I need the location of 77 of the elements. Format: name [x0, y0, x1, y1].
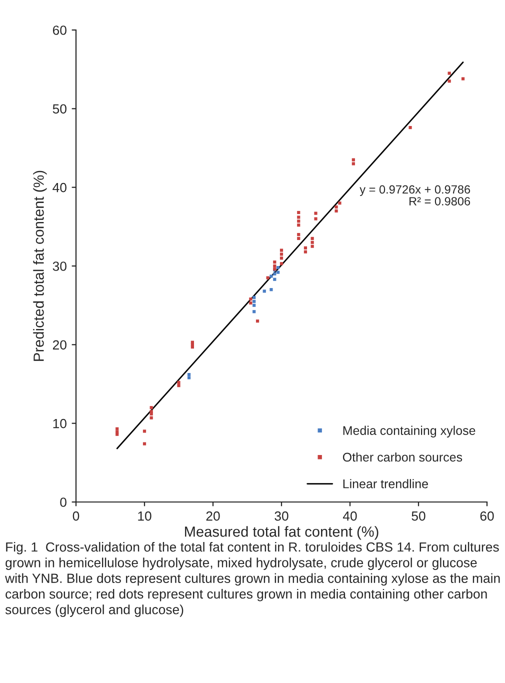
point	[187, 376, 191, 380]
x-tick-label: 40	[342, 511, 357, 521]
point	[273, 278, 276, 281]
point	[273, 264, 276, 268]
point	[252, 296, 256, 300]
legend-label: Other carbon sources	[342, 452, 462, 462]
caption: Fig. 1 Cross-validation of the total fat content in R. toruloides CBS 14. From cultures grown in hemicellulose hydrolysate, mixed hydrolysate, crude glycerol or glucose with YNB. Blue dots represent cultures grown in media containing xylose as the main carbon source; red dots represent cultures grown in media containing other carbon sources (glycerol and glucose)	[5, 542, 500, 617]
point	[338, 202, 342, 205]
point	[352, 158, 355, 162]
point	[262, 290, 266, 293]
point	[448, 72, 451, 75]
point	[150, 406, 153, 410]
x-axis-title: Measured total fat content (%)	[185, 526, 378, 540]
point	[280, 256, 284, 260]
point	[297, 236, 300, 240]
x-tick-label: 50	[412, 511, 426, 521]
point	[334, 205, 338, 209]
point	[150, 412, 153, 416]
point	[142, 430, 146, 433]
y-tick-label: 20	[52, 340, 66, 350]
point	[310, 236, 314, 240]
y-axis-title: Predicted total fat content (%)	[33, 170, 47, 361]
point	[276, 270, 280, 274]
point	[252, 304, 256, 307]
legend-label: Media containing xylose	[343, 426, 476, 438]
x-tick-label: 60	[480, 511, 494, 521]
annotation: R² = 0.9806	[410, 197, 470, 206]
point	[297, 216, 300, 219]
point	[297, 210, 300, 214]
point	[190, 345, 194, 349]
y-tick-label: 40	[52, 182, 66, 192]
point	[266, 276, 270, 280]
point	[334, 209, 338, 212]
point	[310, 244, 314, 248]
point	[448, 80, 451, 83]
annotation: y = 0.9726x + 0.9786	[360, 185, 470, 196]
y-tick-label: 30	[52, 262, 66, 271]
y-tick-label: 50	[52, 104, 66, 114]
point	[177, 380, 180, 384]
point	[270, 288, 273, 292]
point	[177, 384, 180, 388]
point	[314, 217, 318, 220]
point	[461, 77, 465, 80]
point	[142, 442, 146, 446]
legend-label: Linear trendline	[343, 479, 428, 488]
point	[252, 310, 256, 314]
y-tick-label: 60	[52, 26, 66, 35]
point	[249, 297, 252, 301]
point	[252, 300, 256, 303]
point	[256, 320, 260, 323]
point	[273, 272, 276, 276]
x-tick-label: 30	[274, 511, 288, 521]
y-tick-label: 10	[53, 418, 66, 428]
point	[187, 373, 191, 376]
point	[304, 246, 308, 250]
y-tick-label: 0	[60, 498, 66, 507]
point	[249, 301, 252, 305]
point	[310, 240, 314, 244]
point	[280, 252, 284, 256]
point	[314, 212, 318, 215]
point	[352, 162, 355, 166]
x-tick-label: 10	[138, 511, 152, 521]
x-tick-label: 0	[72, 511, 80, 521]
point	[280, 262, 284, 266]
point	[116, 432, 119, 436]
x-tick-label: 20	[206, 511, 220, 521]
point	[297, 224, 300, 227]
point	[270, 274, 273, 278]
point	[116, 427, 119, 430]
point	[273, 260, 276, 264]
point	[304, 250, 308, 254]
point	[297, 232, 300, 236]
point	[150, 416, 153, 420]
point	[408, 126, 412, 130]
point	[297, 220, 300, 223]
point	[276, 266, 280, 270]
point	[280, 248, 284, 252]
